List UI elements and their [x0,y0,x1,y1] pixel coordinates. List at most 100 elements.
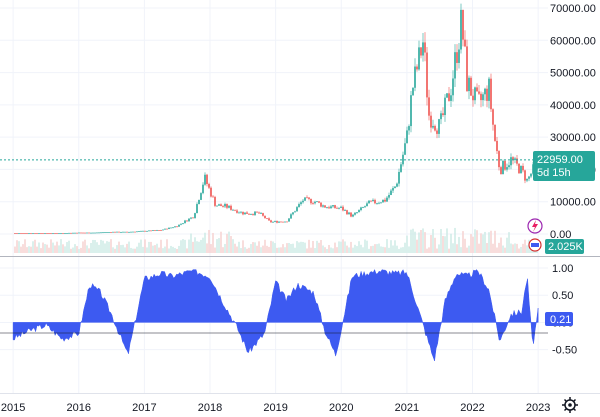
candle-body [488,78,490,101]
volume-bar [240,248,242,253]
candle-body [274,221,276,222]
volume-bar [338,241,340,253]
volume-bar [122,244,124,253]
candle-body [228,205,230,208]
volume-bar [178,245,180,253]
volume-bar [502,245,504,253]
volume-bar [212,232,214,253]
candle-body [152,230,154,232]
volume-bar [290,243,292,253]
volume-bar [94,240,96,253]
candle-body [54,233,56,234]
candle-body [388,194,390,198]
volume-bar [52,242,54,253]
candle-body [518,163,520,174]
candle-body [364,206,366,208]
price-axis[interactable]: 70000.00 60000.00 50000.00 40000.00 30000.00… [550,3,596,241]
volume-bar [350,241,352,253]
candle-body [336,207,338,209]
candle-body [74,232,76,234]
dividends-marker[interactable] [527,218,543,234]
volume-bar [62,244,64,253]
candle-body [454,52,456,79]
volume-bar [194,237,196,253]
candle-body [320,202,322,207]
candle-body [370,200,372,202]
candle-body [82,232,84,234]
candle-body [230,205,232,210]
volume-bar [332,248,334,253]
volume-bar [392,245,394,253]
time-tick-label: 2019 [263,402,287,414]
candle-body [500,167,502,175]
candle-body [248,213,250,215]
candle-body [68,232,70,234]
volume-bar [186,248,188,253]
candle-body [436,130,438,134]
candle-body [360,207,362,211]
volume-bar [476,230,478,253]
candle-body [158,230,160,231]
candle-body [128,231,130,233]
volume-bar [274,243,276,253]
volume-bar [270,240,272,253]
volume-bar [198,241,200,253]
volume-bar [380,246,382,253]
candle-body [368,200,370,204]
volume-bar [254,242,256,253]
volume-bar [38,242,40,253]
candle-body [354,212,356,215]
candle-body [116,231,118,233]
flag-stripe-icon [531,243,539,247]
volume-bar [420,229,422,253]
candle-body [510,157,512,166]
volume-bar [196,241,198,253]
volume-bar [402,247,404,253]
candle-body [24,233,26,234]
candle-body [530,173,532,177]
volume-bar [334,242,336,253]
candle-body [482,94,484,101]
volume-bar [116,245,118,253]
settings-button[interactable] [562,397,578,413]
volume-bar [282,244,284,253]
candle-body [490,78,492,110]
volume-bar [496,247,498,253]
volume-bar [432,229,434,253]
volume-bar [18,241,20,253]
volume-bar [374,244,376,253]
time-axis[interactable]: 2015 2016 2017 2018 2019 2020 2021 2022 2023 [1,402,551,414]
volume-bar [506,237,508,253]
volume-bar [322,245,324,253]
candle-body [122,231,124,233]
volume-bar [504,247,506,253]
candle-body [134,231,136,233]
volume-bar [120,245,122,253]
volume-bar [346,245,348,253]
volume-bar [452,243,454,253]
volume-bar [310,247,312,253]
time-tick-label: 2018 [198,402,222,414]
volume-bar [348,247,350,253]
candle-body [492,109,494,125]
volume-bar [202,237,204,253]
candle-body [412,87,414,96]
candle-body [348,212,350,215]
candle-body [114,231,116,233]
candle-body [194,213,196,219]
oscillator-axis[interactable]: 1.000.500.00-0.50 [552,263,577,357]
volume-bar [152,245,154,253]
volume-bar [518,248,520,253]
time-tick-label: 2020 [329,402,353,414]
volume-bar [526,245,528,253]
candle-body [310,198,312,204]
volume-bar [32,241,34,253]
candle-body [478,91,480,94]
volume-bar [292,243,294,253]
candle-body [164,228,166,230]
volume-bar [138,242,140,253]
volume-bar [356,246,358,253]
candle-body [66,233,68,234]
candle-body [330,206,332,209]
volume-bar [498,242,500,253]
